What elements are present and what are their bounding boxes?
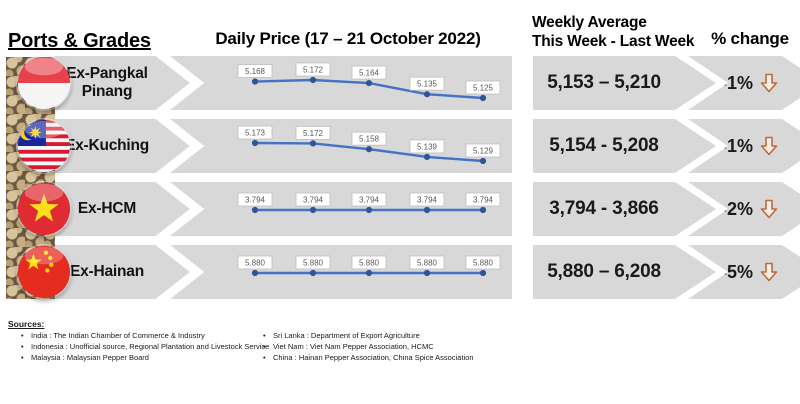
svg-text:5.168: 5.168 <box>245 67 266 76</box>
weekly-average-value: 5,153 – 5,210 <box>547 72 661 93</box>
svg-text:5.129: 5.129 <box>473 147 494 156</box>
source-item: India : The Indian Chamber of Commerce &… <box>18 330 269 341</box>
table-row: Ex-HCM 3.794 3.794 3.794 3.794 3.794 3,794 -… <box>0 175 800 243</box>
svg-text:5.880: 5.880 <box>417 259 438 268</box>
svg-text:3.794: 3.794 <box>417 196 438 205</box>
svg-text:3.794: 3.794 <box>359 196 380 205</box>
weekly-average-header-line2: This Week - Last Week <box>532 33 695 50</box>
flag-malaysia-icon <box>17 119 71 173</box>
daily-price-header: Daily Price (17 – 21 October 2022) <box>215 29 481 48</box>
svg-text:5.880: 5.880 <box>245 259 266 268</box>
source-item: Viet Nam : Viet Nam Pepper Association, … <box>260 341 474 352</box>
weekly-average-value: 5,154 - 5,208 <box>549 135 659 156</box>
svg-text:5.880: 5.880 <box>303 259 324 268</box>
weekly-average-band: 5,880 – 6,208 <box>533 245 716 299</box>
down-arrow-icon <box>760 73 778 93</box>
weekly-average-header: Weekly Average This Week - Last Week <box>532 13 695 51</box>
source-item: Indonesia : Unofficial source, Regional … <box>18 341 269 352</box>
port-and-chart-band: Ex-HCM 3.794 3.794 3.794 3.794 3.794 <box>55 175 512 243</box>
chevron-separator-icon <box>156 238 205 306</box>
pct-change-band: -1% <box>688 56 800 110</box>
source-item: Sri Lanka : Department of Export Agricul… <box>260 330 474 341</box>
chevron-separator-icon <box>156 175 205 243</box>
flag-vietnam-icon <box>17 182 71 236</box>
pct-change-value: -2% <box>720 198 753 219</box>
down-arrow-icon <box>760 136 778 156</box>
table-row: Ex-Kuching 5.173 5.172 5.158 5.139 5.129 5,1… <box>0 112 800 180</box>
svg-text:5.173: 5.173 <box>245 129 266 138</box>
sources-column-right: Sri Lanka : Department of Export Agricul… <box>260 330 474 363</box>
daily-price-sparkline: 5.880 5.880 5.880 5.880 5.880 <box>237 255 501 277</box>
svg-text:3.794: 3.794 <box>473 196 494 205</box>
port-name: Ex-Kuching <box>64 137 150 154</box>
svg-text:5.880: 5.880 <box>359 259 380 268</box>
svg-text:5.158: 5.158 <box>359 135 380 144</box>
down-arrow-icon <box>760 199 778 219</box>
daily-price-sparkline: 5.173 5.172 5.158 5.139 5.129 <box>237 125 501 165</box>
port-name: Ex-HCM <box>77 200 137 217</box>
svg-text:3.794: 3.794 <box>245 196 266 205</box>
flag-indonesia-icon <box>17 56 71 110</box>
svg-text:5.172: 5.172 <box>303 129 324 138</box>
weekly-average-value: 3,794 - 3,866 <box>549 198 659 219</box>
down-arrow-icon <box>760 262 778 282</box>
ports-grades-header: Ports & Grades <box>8 30 151 52</box>
sources-column-left: India : The Indian Chamber of Commerce &… <box>18 330 269 363</box>
port-and-chart-band: Ex-Hainan 5.880 5.880 5.880 5.880 5.880 <box>55 238 512 306</box>
svg-text:5.125: 5.125 <box>473 84 494 93</box>
table-row: Ex-Pangkal Pinang 5.168 5.172 5.164 5.135 5.… <box>0 49 800 117</box>
weekly-average-band: 5,154 - 5,208 <box>533 119 716 173</box>
pct-change-value: -1% <box>720 72 753 93</box>
weekly-average-value: 5,880 – 6,208 <box>547 261 661 282</box>
chevron-separator-icon <box>156 112 205 180</box>
weekly-average-band: 3,794 - 3,866 <box>533 182 716 236</box>
svg-text:5.164: 5.164 <box>359 69 380 78</box>
port-name: Ex-Pangkal Pinang <box>66 65 148 100</box>
table-row: Ex-Hainan 5.880 5.880 5.880 5.880 5.880 5,88… <box>0 238 800 306</box>
port-and-chart-band: Ex-Kuching 5.173 5.172 5.158 5.139 5.129 <box>55 112 512 180</box>
chevron-separator-icon <box>156 49 205 117</box>
port-and-chart-band: Ex-Pangkal Pinang 5.168 5.172 5.164 5.135 5.… <box>55 49 512 117</box>
flag-china-icon <box>17 245 71 299</box>
pct-change-value: -5% <box>720 261 753 282</box>
svg-text:5.139: 5.139 <box>417 142 438 151</box>
source-item: China : Hainan Pepper Association, China… <box>260 352 474 363</box>
weekly-average-header-line1: Weekly Average <box>532 14 647 31</box>
svg-text:5.135: 5.135 <box>417 80 438 89</box>
pct-change-value: -1% <box>720 135 753 156</box>
port-name: Ex-Hainan <box>70 263 144 280</box>
svg-text:3.794: 3.794 <box>303 196 324 205</box>
daily-price-sparkline: 3.794 3.794 3.794 3.794 3.794 <box>237 192 501 214</box>
svg-text:5.880: 5.880 <box>473 259 494 268</box>
weekly-average-band: 5,153 – 5,210 <box>533 56 716 110</box>
svg-text:5.172: 5.172 <box>303 66 324 75</box>
sources-heading: Sources: <box>8 319 45 329</box>
pct-change-header: % change <box>711 29 789 48</box>
daily-price-sparkline: 5.168 5.172 5.164 5.135 5.125 <box>237 62 501 102</box>
source-item: Malaysia : Malaysian Pepper Board <box>18 352 269 363</box>
